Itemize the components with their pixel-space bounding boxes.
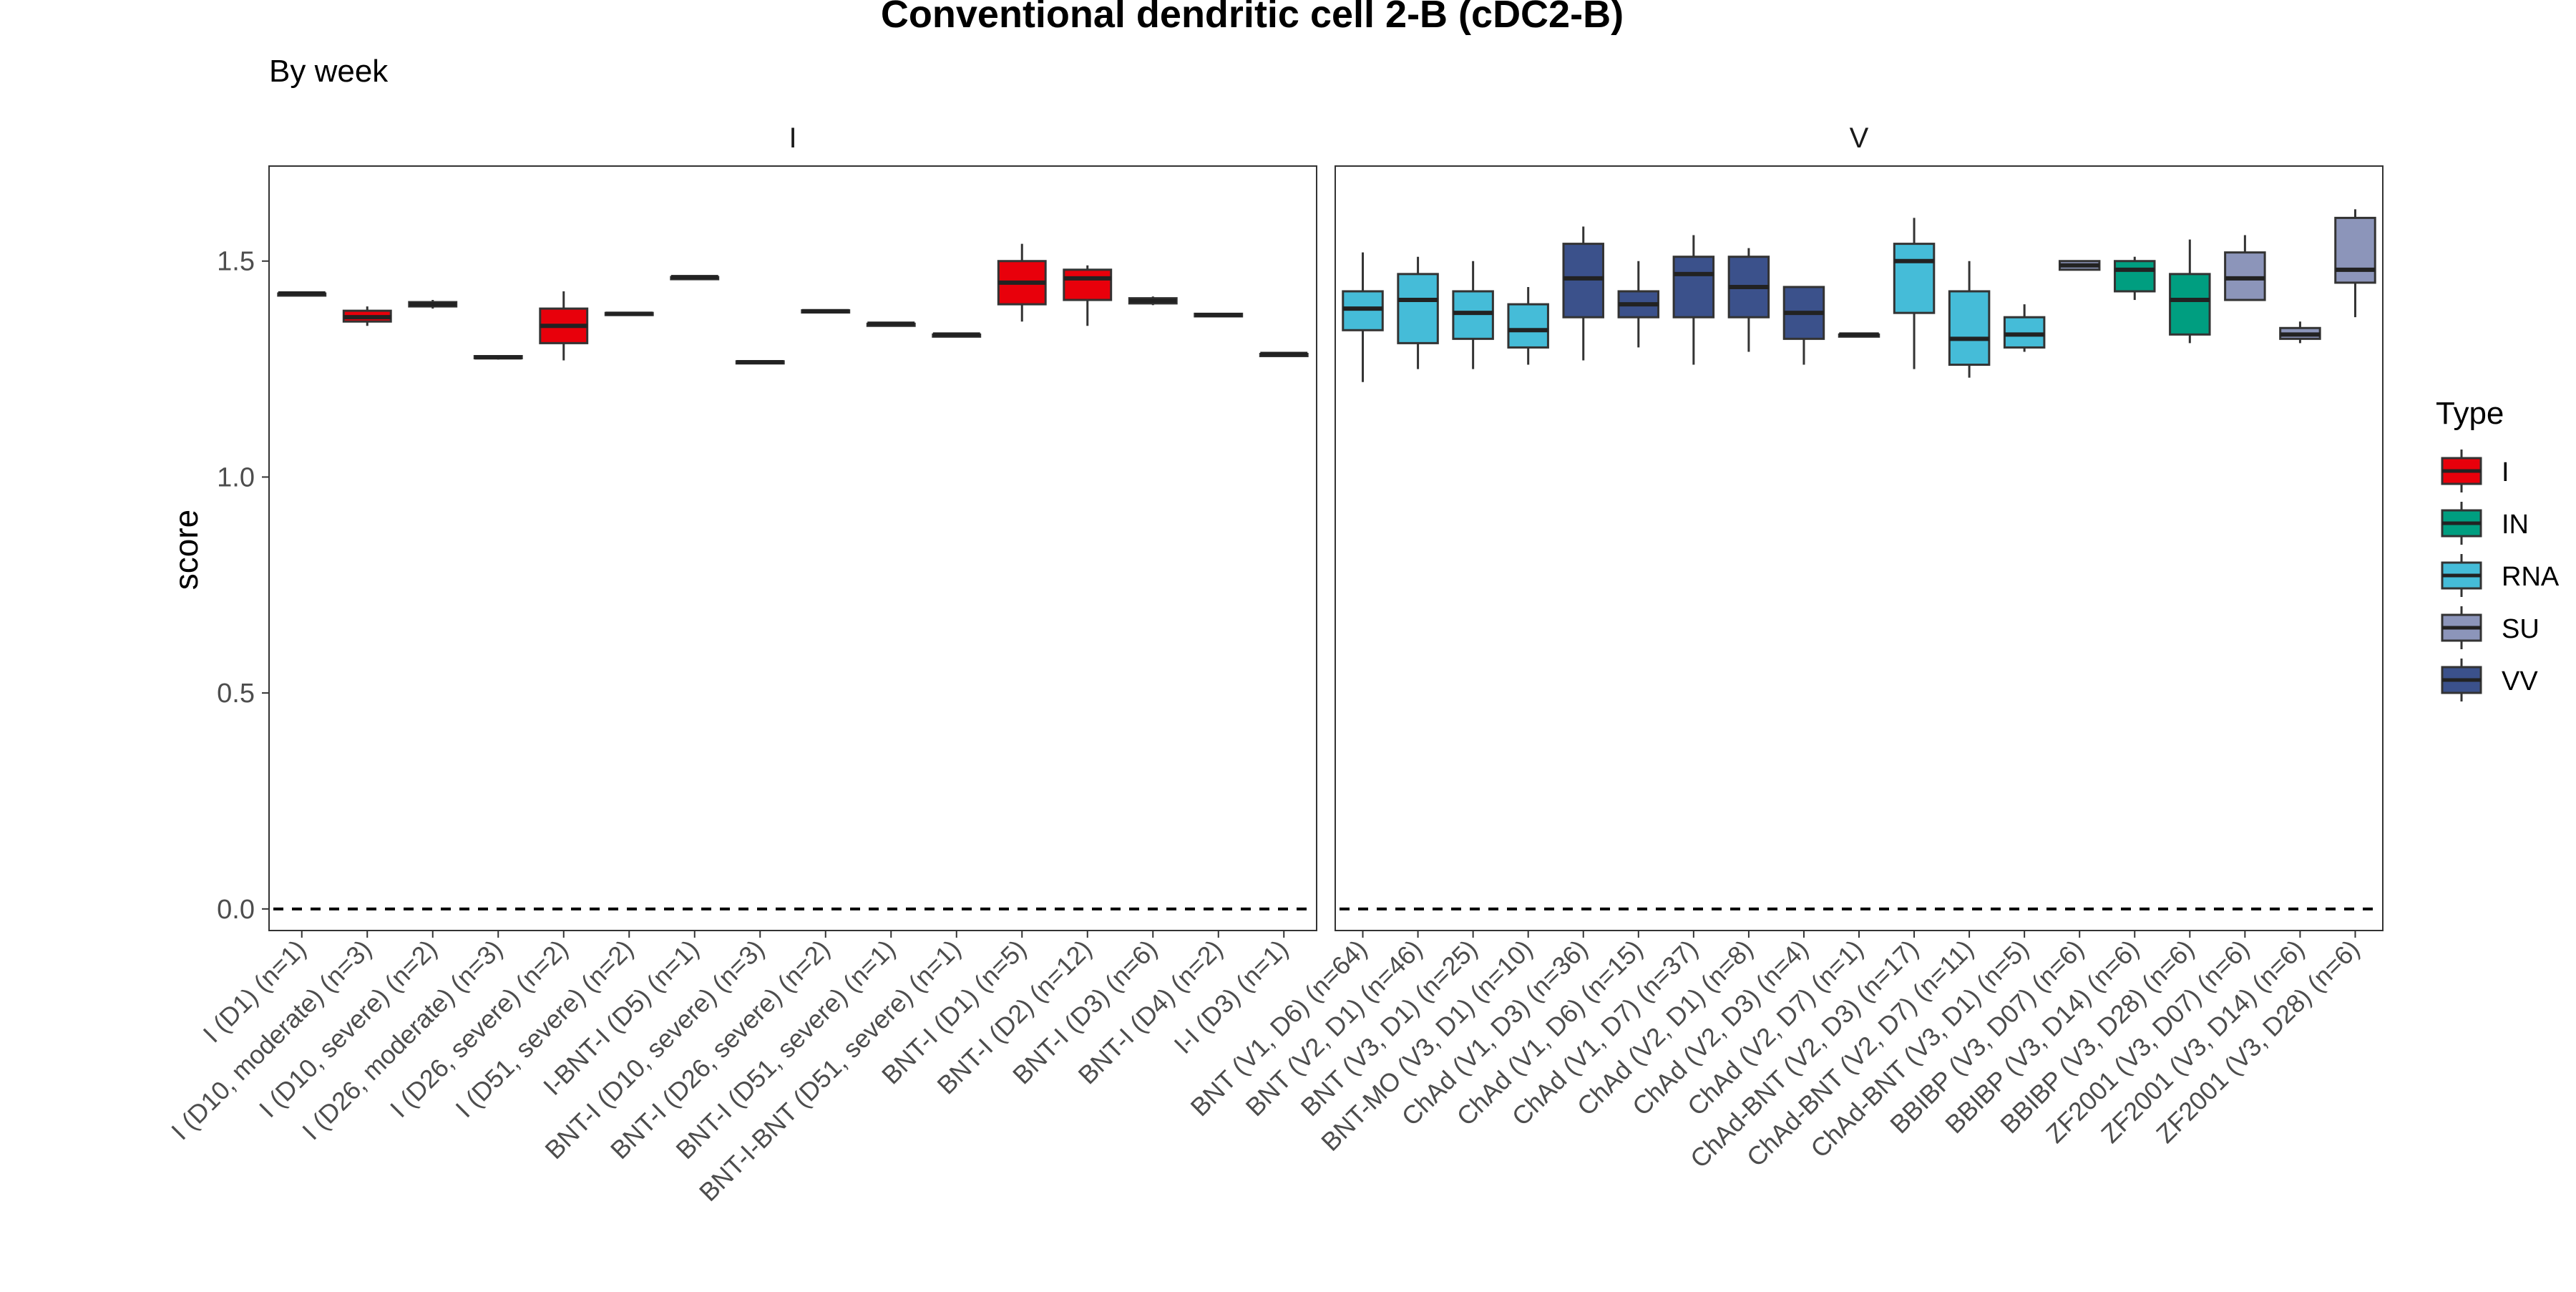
y-tick-label: 1.0: [217, 462, 255, 492]
legend-label: VV: [2502, 666, 2538, 696]
legend-item-IN: IN: [2441, 502, 2529, 545]
box-BNT-I (D3) (n=6): BNT-I (D3) (n=6): [1007, 296, 1178, 1089]
panel-I: I0.00.51.01.5I (D1) (n=1)I (D10, moderat…: [165, 122, 1317, 1207]
legend-item-I: I: [2441, 450, 2509, 492]
box: [1452, 290, 1494, 340]
legend-item-RNA: RNA: [2441, 554, 2560, 597]
box: [2169, 273, 2211, 336]
legend-label: SU: [2502, 614, 2540, 644]
chart-title: Conventional dendritic cell 2-B (cDC2-B): [881, 0, 1624, 36]
box: [1397, 273, 1439, 344]
panel-border: [268, 165, 1317, 931]
box: [2334, 216, 2376, 284]
box-BNT-I (D2) (n=12): BNT-I (D2) (n=12): [931, 265, 1113, 1100]
y-tick-label: 0.0: [217, 895, 255, 925]
box: [1893, 243, 1936, 314]
box: [1342, 290, 1384, 331]
legend-label: I: [2502, 457, 2509, 487]
box: [1948, 290, 1991, 366]
y-tick-label: 1.5: [217, 247, 255, 277]
box-I (D1) (n=1): I (D1) (n=1): [197, 291, 327, 1049]
box: [2003, 316, 2046, 349]
chart-subtitle: By week: [269, 54, 389, 89]
box-BNT-I (D1) (n=5): BNT-I (D1) (n=5): [876, 243, 1047, 1089]
box-BNT-I (D4) (n=2): BNT-I (D4) (n=2): [1073, 312, 1244, 1089]
legend: Type I IN RNA SU VV: [2436, 396, 2560, 701]
panels: I0.00.51.01.5I (D1) (n=1)I (D10, moderat…: [165, 122, 2384, 1207]
legend-items: I IN RNA SU VV: [2441, 450, 2560, 701]
y-axis-label: score: [167, 510, 205, 590]
legend-label: RNA: [2502, 562, 2560, 592]
box-I-BNT-I (D5) (n=1): I-BNT-I (D5) (n=1): [537, 275, 720, 1101]
box: [1063, 268, 1113, 301]
facet-label: I: [789, 122, 796, 154]
box: [2224, 251, 2266, 301]
box: [1507, 303, 1549, 349]
legend-item-VV: VV: [2441, 659, 2538, 701]
legend-title: Type: [2436, 396, 2504, 431]
legend-item-SU: SU: [2441, 606, 2540, 649]
box: [1562, 243, 1604, 319]
y-tick-label: 0.5: [217, 679, 255, 709]
facet-label: V: [1850, 122, 1869, 154]
box: [1672, 256, 1715, 319]
box: [2114, 260, 2156, 293]
legend-label: IN: [2502, 510, 2529, 540]
